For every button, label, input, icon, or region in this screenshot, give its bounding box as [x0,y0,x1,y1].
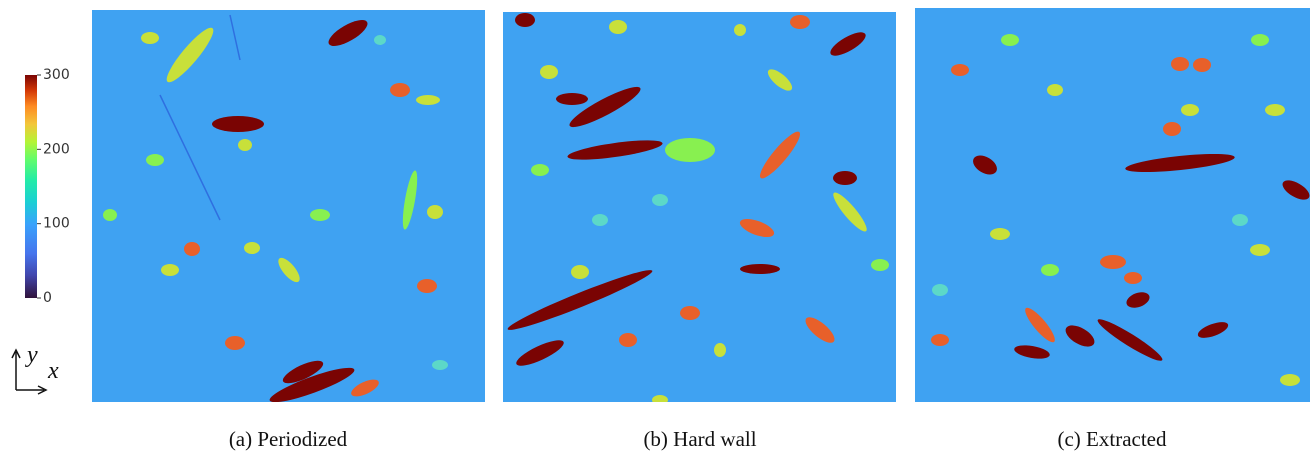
panel-caption: (b) Hard wall [643,427,756,451]
panel-a [92,10,485,402]
colorbar-tick-label: 100 [43,216,70,232]
panel-b [503,12,896,402]
axis-label-x: x [47,358,59,384]
panel-caption: (a) Periodized [229,427,348,451]
colorbar-tick-label: 0 [43,290,52,306]
colorbar-gradient [25,75,37,298]
axis-indicator [11,348,48,395]
colorbar-tick-label: 200 [43,141,70,157]
panel-c [915,8,1310,402]
panel-caption: (c) Extracted [1057,427,1167,451]
colorbar [25,75,37,298]
axis-label-y: y [25,342,38,368]
colorbar-tick-label: 300 [43,67,70,83]
